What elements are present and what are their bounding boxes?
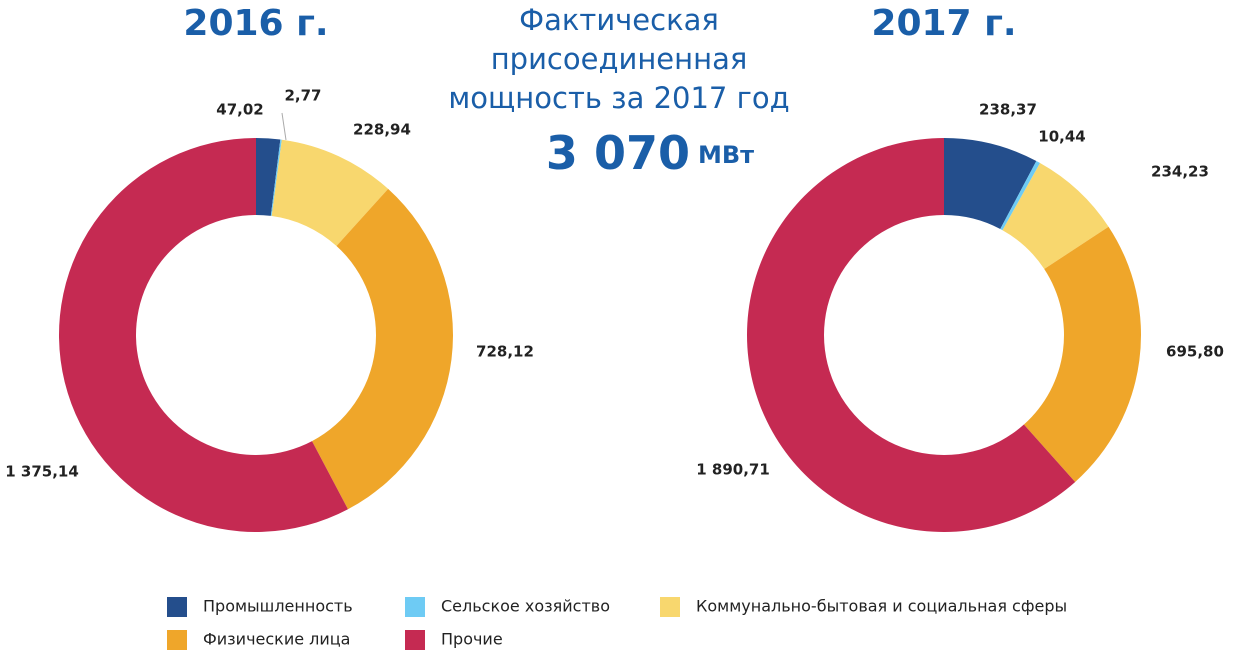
data-label: 10,44 <box>1038 128 1085 146</box>
headline-line: присоединенная <box>491 42 748 76</box>
data-label: 1 890,71 <box>696 461 770 479</box>
data-label: 1 375,14 <box>5 463 79 481</box>
chart-title: 2016 г. <box>183 3 328 44</box>
headline-total: 3 070 МВт <box>546 126 754 180</box>
donut-slice <box>58 138 348 532</box>
donut-slice <box>270 139 282 217</box>
legend-label: Сельское хозяйство <box>441 597 610 616</box>
data-label: 728,12 <box>476 343 534 361</box>
headline-line: Фактическая <box>519 3 719 37</box>
donut-slice <box>944 138 1037 230</box>
legend-swatch <box>405 630 425 650</box>
legend-label: Промышленность <box>203 597 353 616</box>
donut-slice <box>256 138 281 216</box>
data-label: 228,94 <box>353 121 411 139</box>
data-label: 238,37 <box>979 101 1037 119</box>
data-label: 695,80 <box>1166 343 1224 361</box>
legend-swatch <box>167 597 187 617</box>
data-label: 47,02 <box>216 101 263 119</box>
total: 3 070 <box>546 126 690 180</box>
legend-label: Физические лица <box>203 630 350 649</box>
data-label: 234,23 <box>1151 163 1209 181</box>
donut-slice <box>271 139 389 246</box>
donut-slice <box>747 138 1076 532</box>
leader-line <box>281 112 287 141</box>
donut-slice <box>1023 226 1141 482</box>
legend-swatch <box>405 597 425 617</box>
data-label: 2,77 <box>284 87 321 105</box>
unit: МВт <box>698 141 754 169</box>
legend-label: Коммунально-бытовая и социальная сферы <box>696 597 1067 616</box>
legend-label: Прочие <box>441 630 503 649</box>
donut-slice <box>1000 160 1041 231</box>
headline-line: мощность за 2017 год <box>448 81 789 115</box>
donut-slice <box>1002 163 1109 270</box>
legend-swatch <box>660 597 680 617</box>
legend-swatch <box>167 630 187 650</box>
chart-title: 2017 г. <box>871 3 1016 44</box>
donut-slice <box>312 188 453 510</box>
